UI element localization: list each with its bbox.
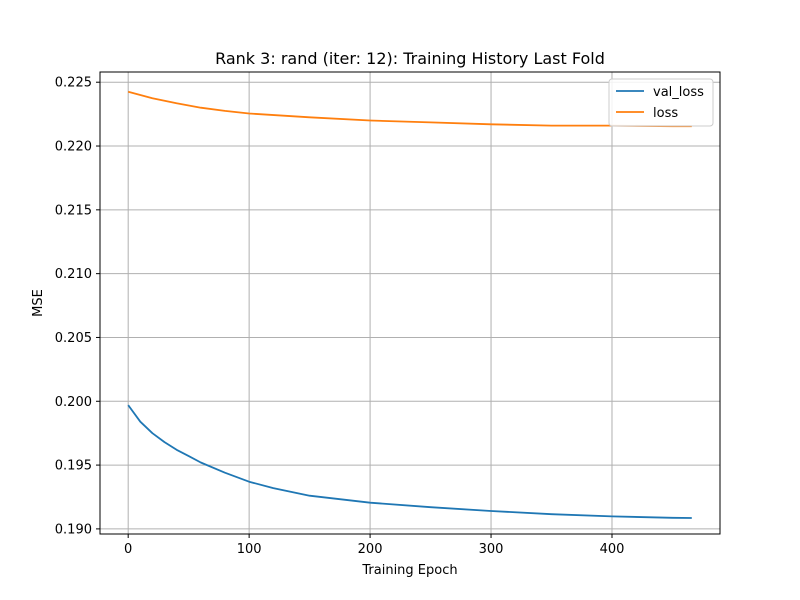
y-tick-label: 0.210 (55, 267, 92, 282)
x-tick-label: 300 (479, 542, 504, 557)
legend-label: loss (653, 106, 678, 121)
axis-ticks: 0 100 200 300 400 0.190 0.195 0.200 0.205 0.210 0.… (55, 76, 625, 557)
x-tick-label: 200 (358, 542, 383, 557)
y-tick-label: 0.195 (55, 459, 92, 474)
y-tick-label: 0.200 (55, 395, 92, 410)
chart-title: Rank 3: rand (iter: 12): Training Histor… (215, 49, 605, 68)
y-tick-label: 0.220 (55, 140, 92, 155)
y-tick-label: 0.190 (55, 522, 92, 537)
y-axis-label: MSE (31, 289, 46, 317)
x-tick-label: 100 (237, 542, 262, 557)
plot-frame (99, 71, 721, 535)
series-line-loss (127, 90, 692, 128)
x-tick-label: 0 (124, 542, 132, 557)
y-tick-label: 0.225 (55, 76, 92, 91)
y-tick-label: 0.205 (55, 331, 92, 346)
grid (100, 72, 720, 534)
series-line-val-loss (127, 404, 692, 519)
x-tick-label: 400 (600, 542, 625, 557)
y-tick-label: 0.215 (55, 203, 92, 218)
series-lines (127, 90, 692, 519)
legend-label: val_loss (653, 85, 704, 100)
x-axis-label: Training Epoch (361, 563, 457, 578)
